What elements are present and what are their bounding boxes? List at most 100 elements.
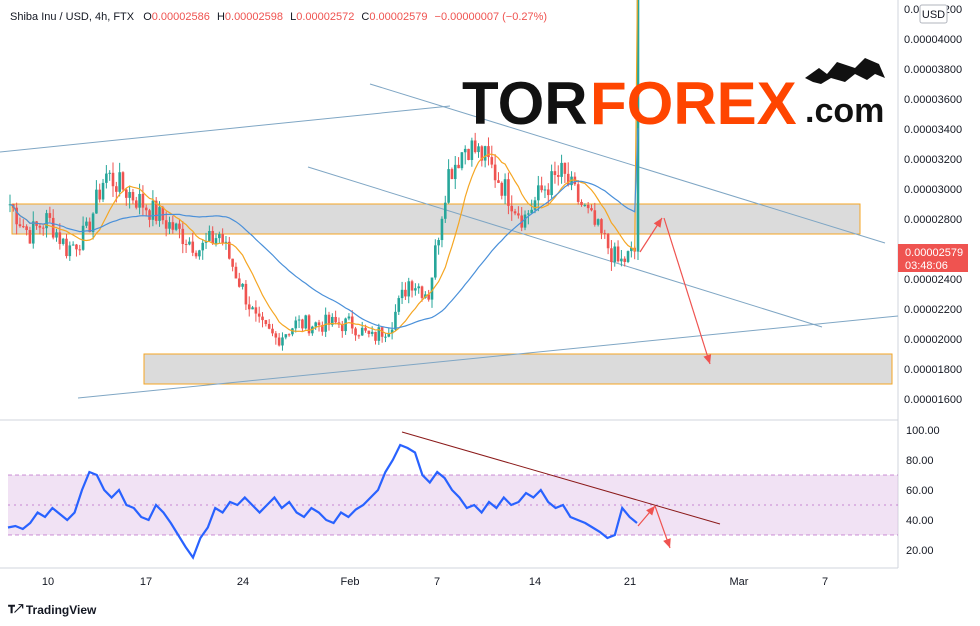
legend-o-label: O <box>143 11 152 23</box>
candle-body <box>580 201 583 206</box>
candle-body <box>417 286 420 289</box>
candle-body <box>367 330 371 334</box>
candle-body <box>55 232 58 238</box>
candle-body <box>51 217 55 238</box>
logo-part1: TOR <box>462 70 588 137</box>
candle-body <box>138 193 141 208</box>
candle-body <box>414 288 417 291</box>
candle-body <box>606 233 610 249</box>
candle-body <box>384 336 387 338</box>
candle-body <box>387 333 391 337</box>
currency-badge[interactable] <box>919 4 948 24</box>
legend-h-label: H <box>217 11 225 23</box>
candle-body <box>188 241 191 245</box>
candle-body <box>503 179 507 196</box>
time-tick-label: 10 <box>42 576 54 588</box>
candle-body <box>410 281 414 291</box>
candle-body <box>18 224 22 227</box>
main-pane[interactable] <box>0 0 899 399</box>
rsi-line <box>7 443 638 560</box>
candle-body <box>25 226 28 231</box>
candle-body <box>590 208 593 211</box>
candle-body <box>463 148 467 153</box>
candle-body <box>111 172 115 187</box>
candle-body <box>600 219 603 234</box>
legend-h-value: 0.00002598 <box>225 11 283 23</box>
candle-body <box>254 307 258 314</box>
candle-body <box>105 173 108 183</box>
candle-body <box>357 335 361 337</box>
candle-body <box>457 164 460 169</box>
candle-body <box>307 315 311 334</box>
candle-body <box>603 233 607 235</box>
candle-body <box>477 146 480 153</box>
candle-body <box>390 329 394 334</box>
candle-body <box>483 146 487 161</box>
candle-body <box>470 140 474 160</box>
candle-body <box>490 157 494 165</box>
candle-body <box>583 204 587 206</box>
candle-body <box>630 247 633 252</box>
candle-body <box>141 193 145 208</box>
candle-body <box>613 246 617 262</box>
candle-body <box>377 327 381 341</box>
candle-body <box>327 314 331 325</box>
candle-body <box>224 241 228 244</box>
candle-body <box>274 333 278 338</box>
price-tick-label: 0.00003400 <box>904 124 962 136</box>
candle-body <box>420 286 424 298</box>
candle-body <box>374 331 377 341</box>
candle-body <box>473 140 477 153</box>
candle-body <box>347 316 351 319</box>
candle-body <box>108 172 111 174</box>
legend-change: −0.00000007 (−0.27%) <box>435 11 548 23</box>
candle-body <box>31 221 35 244</box>
candle-body <box>154 200 158 221</box>
candle-body <box>364 327 367 331</box>
candle-body <box>447 169 450 203</box>
price-tick-label: 0.00002800 <box>904 214 962 226</box>
candle-body <box>556 175 560 177</box>
candle-body <box>234 266 238 279</box>
candle-body <box>570 176 573 186</box>
candle-body <box>118 172 121 192</box>
candle-body <box>560 162 563 177</box>
candle-body <box>151 200 155 220</box>
candle-body <box>400 289 404 299</box>
legend-row[interactable]: Shiba Inu / USD, 4h, FTX O0.00002586 H0.… <box>10 11 547 23</box>
rsi-pane[interactable] <box>7 431 898 560</box>
time-tick-label: 7 <box>822 576 828 588</box>
time-axis[interactable]: 10 17 24 Feb 7 14 21 Mar 7 <box>42 576 828 588</box>
moving-average-slow <box>9 128 639 329</box>
price-tag-bg <box>898 244 968 272</box>
candle-body <box>115 186 118 192</box>
candle-body <box>247 304 251 310</box>
candle-body <box>566 173 570 186</box>
candle-body <box>340 324 344 332</box>
rsi-axis[interactable]: 20.00 40.00 60.00 80.00 100.00 <box>906 425 940 557</box>
legend-symbol: Shiba Inu / USD, 4h, FTX <box>10 11 135 23</box>
candle-body <box>287 334 291 336</box>
candle-body <box>75 244 78 250</box>
candle-body <box>563 162 567 174</box>
projection-up-arrow-head <box>653 218 662 228</box>
candle-body <box>261 316 264 321</box>
logo-part3: .com <box>805 92 884 130</box>
tradingview-brand[interactable]: 𝐓↗ TradingView <box>8 603 96 617</box>
candle-body <box>596 219 600 225</box>
candle-body <box>500 182 504 196</box>
candle-body <box>480 146 484 161</box>
candle-body <box>131 192 135 201</box>
time-tick-label: Mar <box>730 576 749 588</box>
price-axis[interactable]: 0.00001600 0.00001800 0.00002000 0.00002200… <box>904 4 962 406</box>
candle-body <box>453 164 457 180</box>
price-tag: 0.00002579 03:48:06 <box>898 244 968 272</box>
candle-body <box>284 334 288 338</box>
candle-body <box>257 313 261 317</box>
candle-body <box>493 164 497 181</box>
candle-body <box>443 202 447 219</box>
candle-body <box>45 213 48 229</box>
candle-body <box>128 192 131 198</box>
candle-body <box>271 328 274 334</box>
